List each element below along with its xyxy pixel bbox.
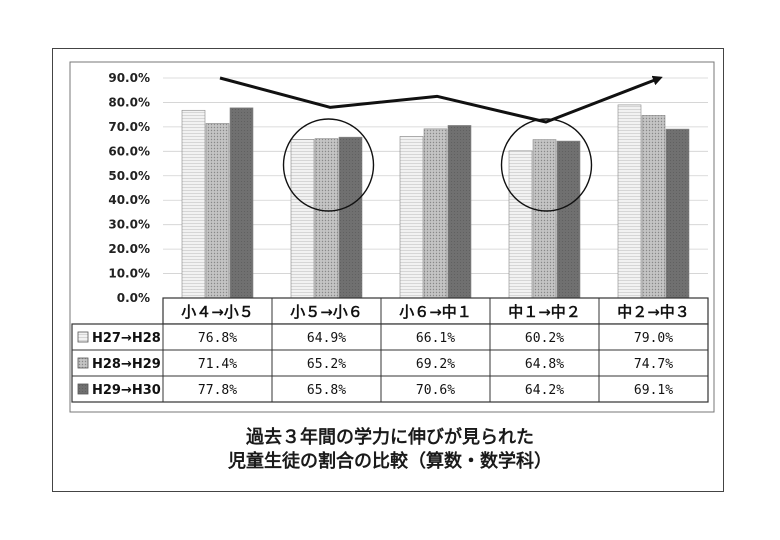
bar-H28→H29 [423, 128, 448, 299]
data-label: 79.0% [634, 331, 673, 346]
y-tick-label: 0.0% [117, 291, 150, 305]
trend-polyline [219, 75, 663, 124]
bar-H27→H28 [290, 139, 315, 299]
data-label: 60.2% [525, 331, 564, 346]
data-label: 71.4% [198, 357, 237, 372]
highlight-circle [500, 118, 593, 212]
bar-H29→H30 [447, 125, 472, 299]
y-tick-label: 80.0% [108, 95, 150, 109]
bar-H29→H30 [338, 136, 363, 299]
legend-swatch-H28→H29 [77, 357, 89, 369]
bar-H28→H29 [532, 139, 557, 299]
y-tick-label: 30.0% [108, 218, 150, 232]
bar-H29→H30 [556, 140, 581, 299]
y-tick-label: 50.0% [108, 169, 150, 183]
chart-caption: 過去３年間の学力に伸びが見られた 児童生徒の割合の比較（算数・数学科） [60, 426, 720, 474]
data-label: 74.7% [634, 357, 673, 372]
trend-line [219, 75, 663, 124]
data-label: 76.8% [198, 331, 237, 346]
y-tick-label: 90.0% [108, 71, 150, 85]
category-label: 小４→小５ [181, 303, 254, 321]
table-body-border [71, 323, 709, 403]
data-label: 65.2% [307, 357, 346, 372]
category-label: 中１→中２ [508, 303, 581, 321]
legend-label: H28→H29 [92, 357, 161, 372]
data-label: 69.2% [416, 357, 455, 372]
highlight-circle [282, 118, 375, 212]
caption-line-2: 児童生徒の割合の比較（算数・数学科） [228, 451, 552, 472]
category-label: 小６→中１ [399, 303, 472, 321]
data-label: 64.8% [525, 357, 564, 372]
y-axis: 0.0% 10.0% 20.0% 30.0% 40.0% 50.0% 60.0% 70.0% 8… [108, 71, 150, 305]
bar-H28→H29 [314, 138, 339, 299]
legend-label: H27→H28 [92, 331, 161, 346]
bar-H28→H29 [641, 115, 666, 299]
category-label: 小５→小６ [290, 303, 363, 321]
y-tick-label: 20.0% [108, 242, 150, 256]
data-label: 69.1% [634, 383, 673, 398]
bar-H27→H28 [617, 104, 642, 299]
data-label: 70.6% [416, 383, 455, 398]
bar-H29→H30 [665, 128, 690, 299]
bar-H27→H28 [181, 109, 206, 299]
legend-swatch-H29→H30 [77, 383, 89, 395]
data-label: 64.9% [307, 331, 346, 346]
bar-H27→H28 [508, 150, 533, 299]
plot-area-border [69, 61, 715, 413]
data-label: 65.8% [307, 383, 346, 398]
chart-frame [52, 48, 724, 492]
y-tick-label: 40.0% [108, 193, 150, 207]
y-tick-label: 10.0% [108, 267, 150, 281]
caption-line-1: 過去３年間の学力に伸びが見られた [246, 427, 534, 448]
legend-label: H29→H30 [92, 383, 161, 398]
bars [181, 104, 690, 299]
bar-H27→H28 [399, 136, 424, 299]
category-label: 中２→中３ [617, 303, 690, 321]
data-label: 77.8% [198, 383, 237, 398]
data-label: 66.1% [416, 331, 455, 346]
bar-H29→H30 [229, 107, 254, 299]
y-tick-label: 70.0% [108, 120, 150, 134]
legend-swatch-H27→H28 [77, 331, 89, 343]
highlight-circles [282, 118, 593, 212]
data-label: 64.2% [525, 383, 564, 398]
bar-H28→H29 [205, 123, 230, 299]
y-tick-label: 60.0% [108, 144, 150, 158]
data-table: 小４→小５ 小５→小６ 小６→中１ 中１→中２ 中２→中３ H27→H28 76.8% 64.… [71, 297, 709, 403]
